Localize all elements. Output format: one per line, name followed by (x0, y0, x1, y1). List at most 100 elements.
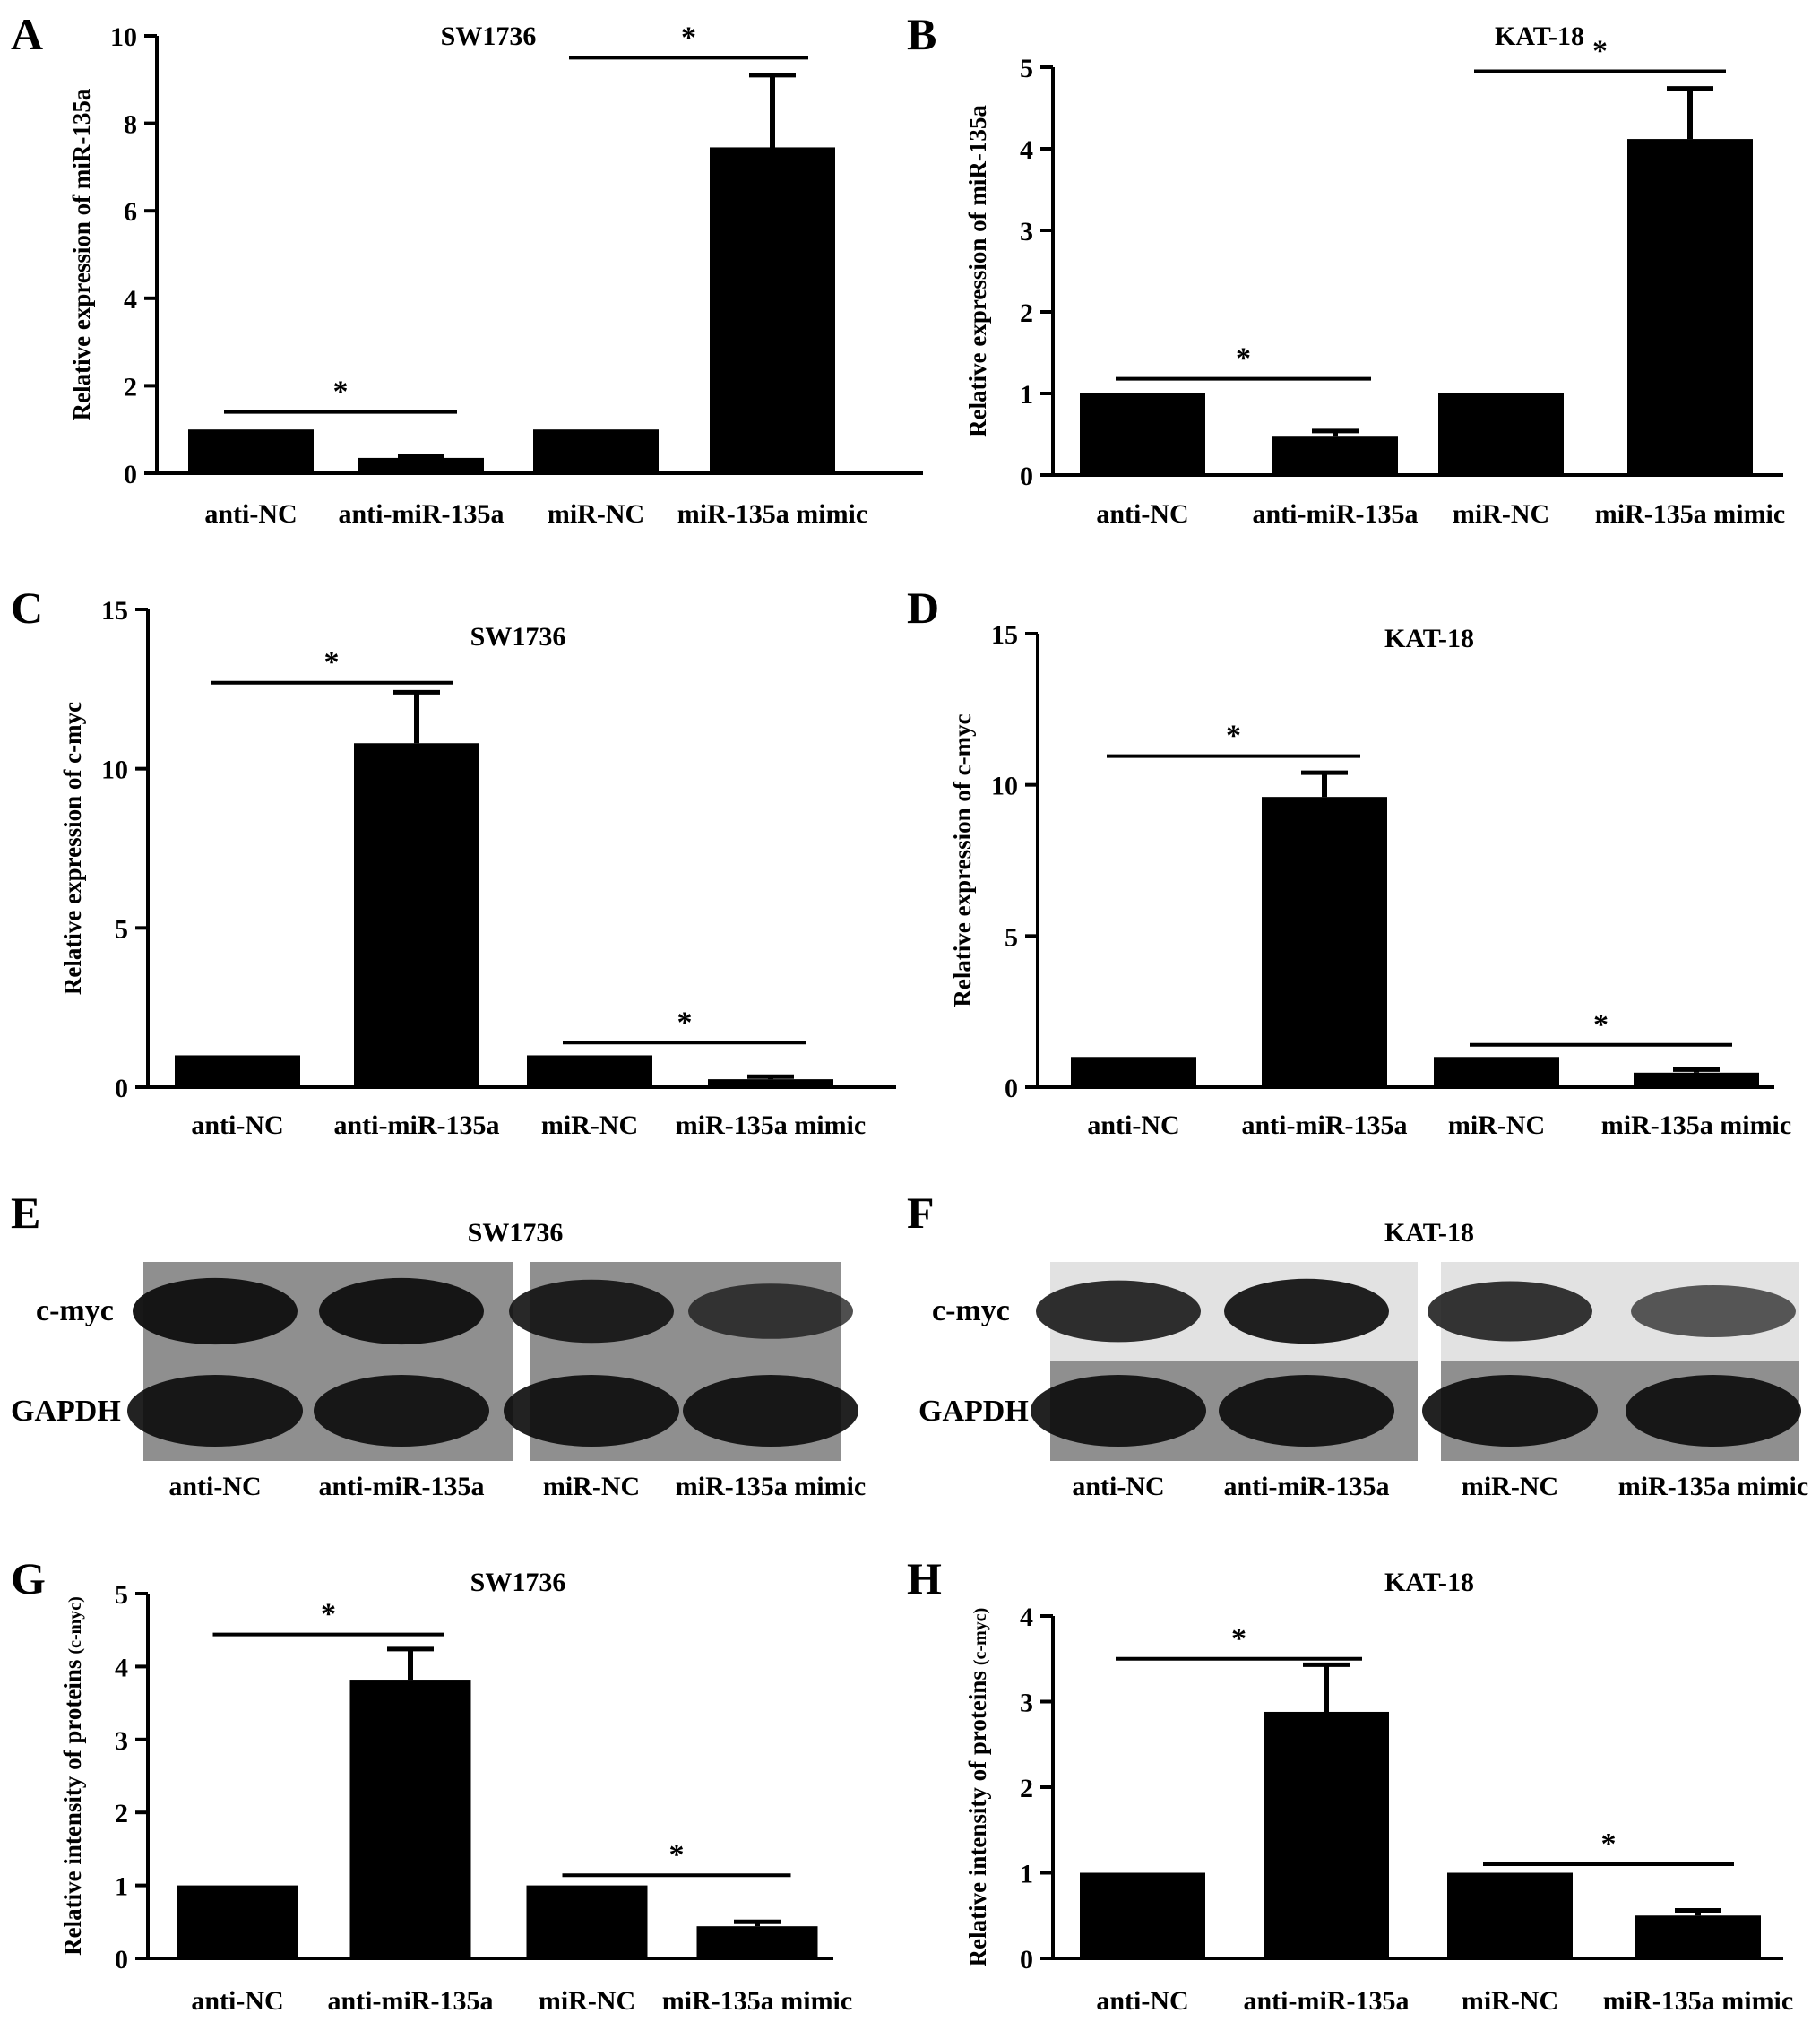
panel-letter: A (11, 9, 43, 59)
gapdh-band (1219, 1375, 1394, 1447)
significance-star: * (324, 646, 340, 679)
cmyc-band (319, 1277, 484, 1345)
panel-letter: G (11, 1553, 46, 1603)
cmyc-band (509, 1279, 674, 1344)
category-label: anti-NC (204, 499, 297, 529)
chart-title: KAT-18 (1384, 1568, 1474, 1597)
chart-title: SW1736 (441, 22, 537, 51)
bar-miR-135a-mimic (710, 147, 835, 473)
cmyc-band (133, 1277, 298, 1345)
lane-label: anti-miR-135a (319, 1472, 485, 1501)
significance-star: * (677, 1006, 693, 1039)
y-axis-label: Relative expression of miR-135a (68, 88, 95, 420)
bar-anti-miR-135a (1272, 436, 1398, 475)
chart-panel-C: C SW1736 0 5 10 15 Relative expression of c-my… (11, 583, 896, 1140)
panel-letter: D (907, 583, 939, 633)
y-tick-label: 0 (115, 1074, 128, 1103)
category-label: miR-135a mimic (676, 1110, 866, 1140)
chart-title: KAT-18 (1495, 22, 1584, 51)
y-tick-label: 6 (124, 197, 137, 227)
y-axis-label: Relative expression of miR-135a (964, 105, 991, 437)
y-tick-label: 4 (1020, 135, 1033, 165)
y-tick-label: 15 (991, 620, 1018, 650)
y-tick-label: 0 (1020, 462, 1033, 491)
category-label: anti-NC (191, 1986, 283, 2016)
gapdh-band (504, 1375, 679, 1447)
category-label: miR-NC (548, 499, 644, 529)
y-tick-label: 0 (124, 460, 137, 489)
category-label: miR-NC (1448, 1110, 1545, 1140)
gapdh-band (127, 1375, 303, 1447)
y-tick-label: 0 (1020, 1945, 1033, 1974)
cmyc-band (1036, 1280, 1201, 1343)
gapdh-band (1031, 1375, 1206, 1447)
y-axis-label-sub: (c-myc) (970, 1608, 990, 1665)
chart-title: SW1736 (470, 622, 566, 652)
lane-label: miR-135a mimic (676, 1472, 866, 1501)
blot-panel-E: E SW1736 anti-NC anti-miR-135a miR-NC miR-135… (11, 1188, 866, 1501)
bar-anti-NC (1080, 1872, 1205, 1958)
panel-letter: H (907, 1553, 942, 1603)
y-tick-label: 3 (1020, 1689, 1033, 1718)
category-label: miR-135a mimic (662, 1986, 852, 2016)
bar-miR-135a-mimic (1634, 1072, 1759, 1087)
lane-label: anti-NC (1072, 1472, 1164, 1501)
lane-label: anti-miR-135a (1224, 1472, 1390, 1501)
bar-anti-NC (177, 1885, 298, 1958)
bar-anti-NC (1071, 1057, 1196, 1087)
bar-anti-NC (175, 1055, 300, 1087)
category-label: anti-miR-135a (1242, 1110, 1408, 1140)
y-tick-label: 1 (1020, 1860, 1033, 1889)
bar-miR-NC (533, 429, 659, 473)
bar-miR-135a-mimic (708, 1079, 833, 1087)
chart-title: SW1736 (470, 1568, 566, 1597)
y-tick-label: 8 (124, 110, 137, 140)
bar-anti-NC (188, 429, 314, 473)
y-axis-label-sub: (c-myc) (65, 1596, 85, 1654)
category-label: anti-NC (1096, 1986, 1188, 2016)
y-axis-label: Relative intensity of proteins(c-myc) (964, 1608, 991, 1967)
bar-anti-miR-135a (349, 1680, 471, 1958)
category-label: miR-135a mimic (677, 499, 867, 529)
category-label: anti-miR-135a (334, 1110, 500, 1140)
y-axis-label: Relative intensity of proteins(c-myc) (59, 1596, 86, 1956)
significance-star: * (333, 376, 349, 409)
row-label-cmyc: c-myc (932, 1294, 1010, 1327)
chart-panel-G: G SW1736 0 1 2 3 4 5 Relative intensity of prote… (11, 1553, 852, 2016)
bar-miR-135a-mimic (1635, 1915, 1761, 1958)
category-label: miR-NC (1453, 499, 1549, 529)
category-label: anti-miR-135a (1244, 1986, 1410, 2016)
cmyc-band (1428, 1281, 1592, 1342)
bar-miR-NC (526, 1885, 648, 1958)
category-label: miR-135a mimic (1601, 1110, 1791, 1140)
lane-label: miR-135a mimic (1618, 1472, 1808, 1501)
significance-star: * (681, 21, 696, 54)
row-label-cmyc: c-myc (36, 1294, 114, 1327)
row-label-gapdh: GAPDH (11, 1395, 121, 1428)
significance-star: * (1601, 1828, 1617, 1861)
y-tick-label: 15 (101, 596, 128, 626)
significance-star: * (1592, 35, 1608, 68)
significance-star: * (1593, 1008, 1609, 1041)
bar-anti-miR-135a (1262, 797, 1387, 1087)
lane-label: miR-NC (1462, 1472, 1558, 1501)
significance-star: * (1231, 1622, 1246, 1655)
y-tick-label: 1 (1020, 380, 1033, 410)
y-tick-label: 5 (115, 914, 128, 944)
category-label: miR-NC (539, 1986, 635, 2016)
category-label: anti-NC (1096, 499, 1188, 529)
bar-miR-NC (1438, 393, 1564, 475)
cmyc-band (1631, 1285, 1796, 1337)
category-label: anti-miR-135a (328, 1986, 494, 2016)
panel-letter: B (907, 9, 936, 59)
chart-panel-B: B KAT-18 0 1 2 3 4 5 Relative expression of miR-… (907, 9, 1785, 529)
chart-panel-D: D KAT-18 0 5 10 15 Relative expression of c-my… (907, 583, 1791, 1140)
chart-panel-H: H KAT-18 0 1 2 3 4 Relative intensity of protei… (907, 1553, 1793, 2016)
bar-miR-135a-mimic (1627, 139, 1753, 475)
blot-title: SW1736 (468, 1218, 564, 1248)
category-label: anti-NC (1087, 1110, 1179, 1140)
y-tick-label: 10 (101, 756, 128, 785)
y-tick-label: 2 (1020, 1774, 1033, 1803)
category-label: anti-miR-135a (1253, 499, 1419, 529)
